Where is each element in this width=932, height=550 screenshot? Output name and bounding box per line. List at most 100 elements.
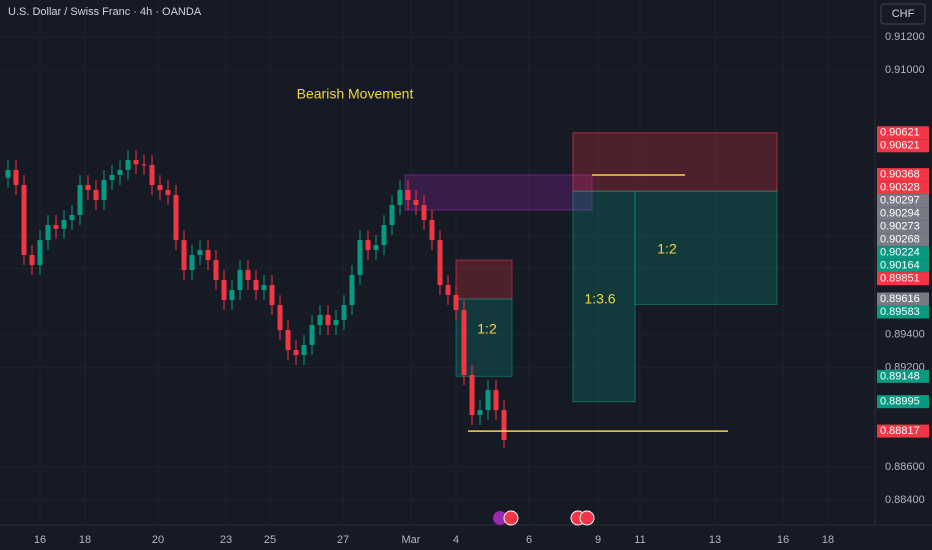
candle-body [109,174,115,181]
overlay [468,174,728,432]
x-tick-label: 20 [152,534,164,546]
y-tick-label: 0.88400 [885,494,925,506]
symbol-title: U.S. Dollar / Swiss Franc · 4h · OANDA [8,6,202,18]
candle-body [389,205,395,226]
event-icon[interactable] [493,511,507,525]
candle-body [453,294,459,311]
candle-body [101,180,107,201]
candle-body [125,160,131,170]
annotation: Bearish Movement [297,86,414,102]
price-label: 0.88995 [880,396,920,408]
price-label: 0.89851 [880,273,920,285]
candle-body [405,189,411,201]
candle-body [333,319,339,326]
candle-body [21,185,27,255]
candle-body [469,375,475,416]
candle-body [237,270,243,291]
candle-body [173,194,179,241]
candle-body [373,245,379,251]
candle-body [221,279,227,300]
price-label: 0.89148 [880,370,920,382]
candle-body [189,254,195,271]
price-label-bg [877,126,929,140]
zones [404,132,778,403]
currency-button[interactable] [880,3,926,25]
candle-body [413,200,419,206]
zone [634,190,778,305]
zone [404,174,593,211]
candle-body [157,185,163,190]
candle-body [165,189,171,195]
candle-body [37,240,43,266]
event-icon[interactable] [579,510,595,526]
candle-body [29,254,35,266]
candle-body [493,390,499,411]
price-label-bg [877,181,929,195]
ratio-label: 1:3.6 [584,291,615,307]
candle-body [85,185,91,190]
zone [455,259,513,300]
candle-body [437,240,443,286]
ratio-label: 1:2 [477,321,497,337]
price-label-bg [877,220,929,234]
candle-body [397,189,403,206]
price-label: 0.90268 [880,234,920,246]
candle-body [325,315,331,326]
candles [5,150,507,448]
price-label: 0.90368 [880,169,920,181]
candle-body [429,220,435,241]
x-tick-label: 18 [79,534,91,546]
price-label: 0.89616 [880,293,920,305]
zone [572,190,636,403]
candle-body [301,344,307,356]
candle-body [213,260,219,280]
x-tick-label: Mar [402,534,421,546]
candle-body [421,205,427,221]
y-tick-label: 0.89400 [885,329,925,341]
price-label: 0.90328 [880,182,920,194]
price-label: 0.88817 [880,425,920,437]
candle-body [277,305,283,331]
candle-body [205,250,211,261]
candle-body [253,279,259,291]
price-label: 0.90621 [880,127,920,139]
price-label: 0.90224 [880,247,920,259]
x-tick-label: 9 [595,534,601,546]
price-label-bg [877,207,929,221]
zone [572,132,778,192]
price-label: 0.90164 [880,260,920,272]
x-tick-label: 23 [220,534,232,546]
price-label-bg [877,292,929,306]
candle-body [61,220,67,229]
candle-body [261,285,267,291]
price-label: 0.90294 [880,208,920,220]
x-tick-label: 27 [337,534,349,546]
candle-body [245,270,251,280]
x-tick-label: 11 [634,534,645,546]
candle-body [317,315,323,326]
price-label: 0.90621 [880,140,920,152]
price-label-bg [877,369,929,383]
price-label-bg [877,168,929,182]
candle-body [77,185,83,215]
candle-body [229,290,235,300]
price-label-bg [877,246,929,260]
x-tick-label: 18 [822,534,834,546]
candle-body [141,164,147,166]
candle-body [133,160,139,165]
candle-body [501,410,507,441]
candle-body [365,240,371,251]
candle-body [349,274,355,306]
ratio-label: 1:2 [657,241,677,257]
currency-label[interactable]: CHF [892,8,915,20]
candle-body [69,214,75,221]
price-label-bg [877,395,929,409]
price-label-bg [877,233,929,247]
price-label: 0.90273 [880,221,920,233]
x-tick-label: 16 [777,534,789,546]
event-icon[interactable] [503,510,519,526]
price-label-bg [877,424,929,438]
candle-body [181,240,187,271]
price-label-bg [877,305,929,319]
